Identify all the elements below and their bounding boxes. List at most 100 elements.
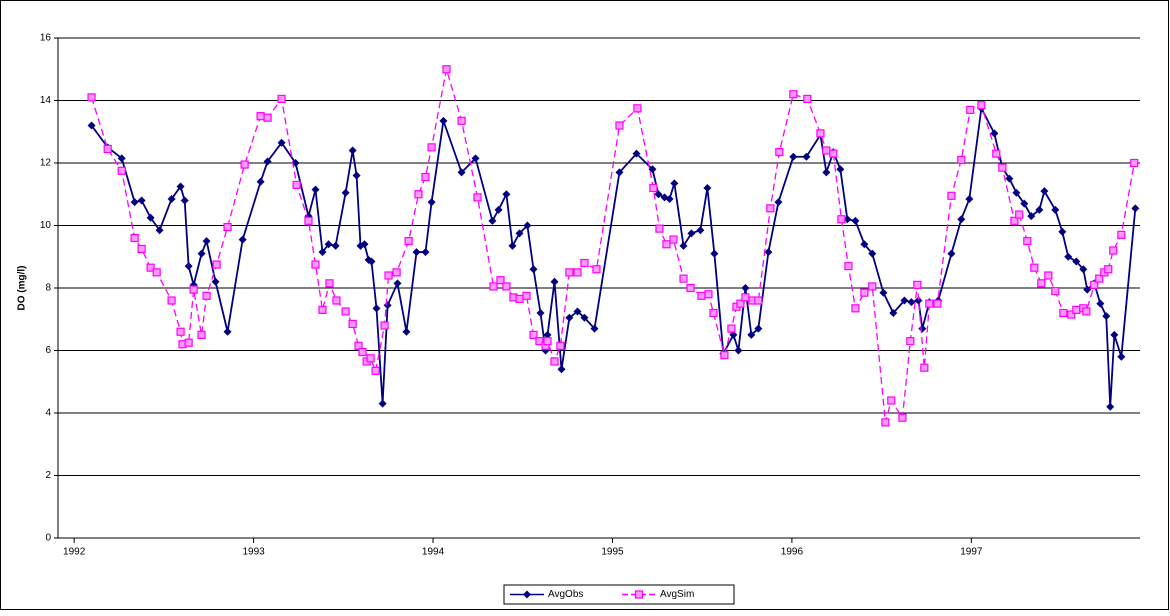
y-tick-label: 4	[45, 408, 51, 419]
data-point	[256, 177, 265, 186]
data-point	[822, 168, 831, 177]
data-point	[523, 221, 532, 230]
data-point	[816, 129, 825, 138]
data-point	[180, 196, 189, 205]
data-point	[729, 330, 738, 339]
data-point	[990, 129, 999, 138]
data-point	[421, 248, 430, 257]
data-point	[176, 327, 185, 336]
data-point	[238, 235, 247, 244]
data-point	[197, 249, 206, 258]
data-point	[615, 168, 624, 177]
data-point	[632, 149, 641, 158]
data-point	[933, 299, 942, 308]
data-point	[137, 244, 146, 254]
data-point	[384, 271, 393, 280]
data-point	[1096, 299, 1105, 308]
data-point	[352, 171, 361, 180]
data-point	[844, 262, 853, 271]
data-point	[1130, 158, 1139, 168]
data-point	[977, 101, 986, 110]
data-point	[851, 216, 860, 225]
legend-label: AvgObs	[548, 589, 583, 600]
data-point	[557, 365, 566, 374]
data-point	[1020, 199, 1029, 208]
data-point	[686, 283, 695, 293]
data-point	[957, 155, 966, 164]
data-point	[774, 198, 783, 207]
series-line	[90, 69, 1135, 423]
data-point	[324, 240, 333, 249]
data-point	[741, 284, 750, 292]
data-point	[1030, 263, 1039, 272]
data-point	[325, 279, 334, 288]
data-point	[670, 179, 679, 188]
data-point	[304, 216, 313, 225]
data-point	[457, 116, 466, 125]
data-point	[914, 296, 923, 305]
data-point	[1051, 287, 1060, 296]
data-point	[543, 337, 552, 346]
data-point	[146, 213, 155, 222]
data-point	[202, 291, 211, 300]
data-point	[1040, 187, 1049, 196]
data-point	[146, 263, 155, 272]
data-point	[697, 291, 706, 300]
data-point	[679, 274, 688, 283]
data-point	[1117, 230, 1126, 239]
data-point	[913, 280, 922, 289]
data-point	[380, 321, 389, 330]
data-point	[1104, 265, 1113, 274]
data-point	[654, 190, 663, 199]
data-point	[679, 241, 688, 250]
data-point	[176, 182, 185, 191]
data-point	[703, 184, 712, 192]
data-point	[341, 307, 350, 316]
data-point	[1106, 402, 1115, 411]
data-point	[393, 279, 402, 288]
data-point	[868, 249, 877, 258]
data-point	[311, 260, 320, 269]
data-point	[87, 93, 96, 102]
data-point	[580, 313, 589, 322]
data-point	[565, 268, 574, 277]
data-point	[550, 357, 559, 366]
data-point	[1090, 280, 1099, 289]
data-point	[508, 241, 517, 250]
data-point	[649, 183, 658, 193]
data-point	[966, 105, 975, 114]
data-point	[1027, 212, 1036, 221]
data-point	[920, 363, 929, 372]
data-point	[766, 204, 775, 213]
legend-marker	[634, 590, 644, 599]
data-point	[860, 240, 869, 249]
data-point	[687, 229, 696, 238]
x-tick-label: 1992	[63, 547, 86, 558]
data-point	[868, 282, 877, 291]
data-point	[331, 241, 340, 250]
data-point	[212, 260, 221, 269]
data-point	[117, 166, 126, 175]
data-point	[829, 149, 838, 158]
data-point	[137, 196, 146, 205]
data-point	[669, 235, 678, 244]
y-tick-label: 6	[45, 345, 51, 356]
data-point	[1012, 188, 1021, 197]
data-point	[348, 319, 357, 329]
data-point	[1059, 308, 1068, 318]
data-point	[1131, 204, 1140, 213]
legend-label: AvgSim	[660, 589, 694, 600]
x-tick-label: 1994	[422, 547, 445, 558]
data-point	[529, 330, 538, 339]
data-point	[489, 282, 498, 291]
data-point	[494, 205, 503, 214]
data-point	[906, 337, 915, 346]
data-point	[1035, 205, 1044, 214]
data-point	[240, 160, 249, 169]
data-point	[775, 147, 784, 157]
data-point	[427, 143, 436, 152]
data-point	[615, 121, 624, 130]
data-point	[734, 346, 743, 355]
data-point	[1079, 265, 1088, 274]
